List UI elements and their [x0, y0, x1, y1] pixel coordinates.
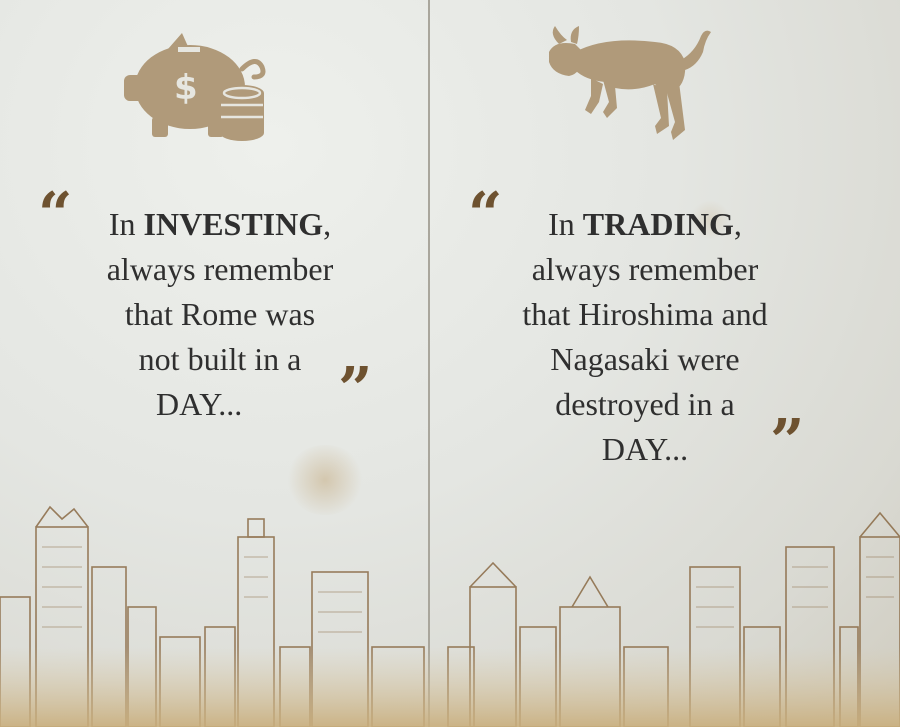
- quote-line: that Hiroshima and: [522, 296, 768, 332]
- quote-line: not built in a: [138, 341, 302, 377]
- svg-text:$: $: [174, 68, 198, 108]
- close-quote-mark: ”: [770, 407, 805, 477]
- city-skyline-sketch: [0, 505, 900, 727]
- open-quote-mark: “: [38, 180, 73, 250]
- investing-panel: $ “ In INVESTING, always remember that R…: [0, 0, 428, 727]
- quote-keyword: TRADING: [582, 206, 734, 242]
- open-quote-mark: “: [468, 180, 503, 250]
- center-divider: [428, 0, 430, 727]
- quote-line: Nagasaki were: [550, 341, 740, 377]
- quote-line: In INVESTING,: [108, 206, 332, 242]
- piggy-bank-dollar-coins-icon: $: [124, 33, 266, 141]
- trading-quote: In TRADING, always remember that Hiroshi…: [475, 202, 815, 472]
- paper-stain: [690, 200, 730, 240]
- quote-line: DAY...: [156, 386, 243, 422]
- paper-stain: [285, 445, 365, 515]
- quote-line: DAY...: [601, 431, 689, 467]
- quote-line: that Rome was: [124, 296, 316, 332]
- quote-line: always remember: [531, 251, 759, 287]
- trading-panel: “ In TRADING, always remember that Hiros…: [430, 0, 900, 727]
- close-quote-mark: ”: [338, 355, 373, 425]
- quote-line: In TRADING,: [548, 206, 742, 242]
- quote-keyword: INVESTING: [143, 206, 324, 242]
- investing-quote: In INVESTING, always remember that Rome …: [70, 202, 370, 427]
- quote-line: always remember: [106, 251, 334, 287]
- charging-bull-icon: [549, 26, 711, 140]
- quote-line: destroyed in a: [555, 386, 735, 422]
